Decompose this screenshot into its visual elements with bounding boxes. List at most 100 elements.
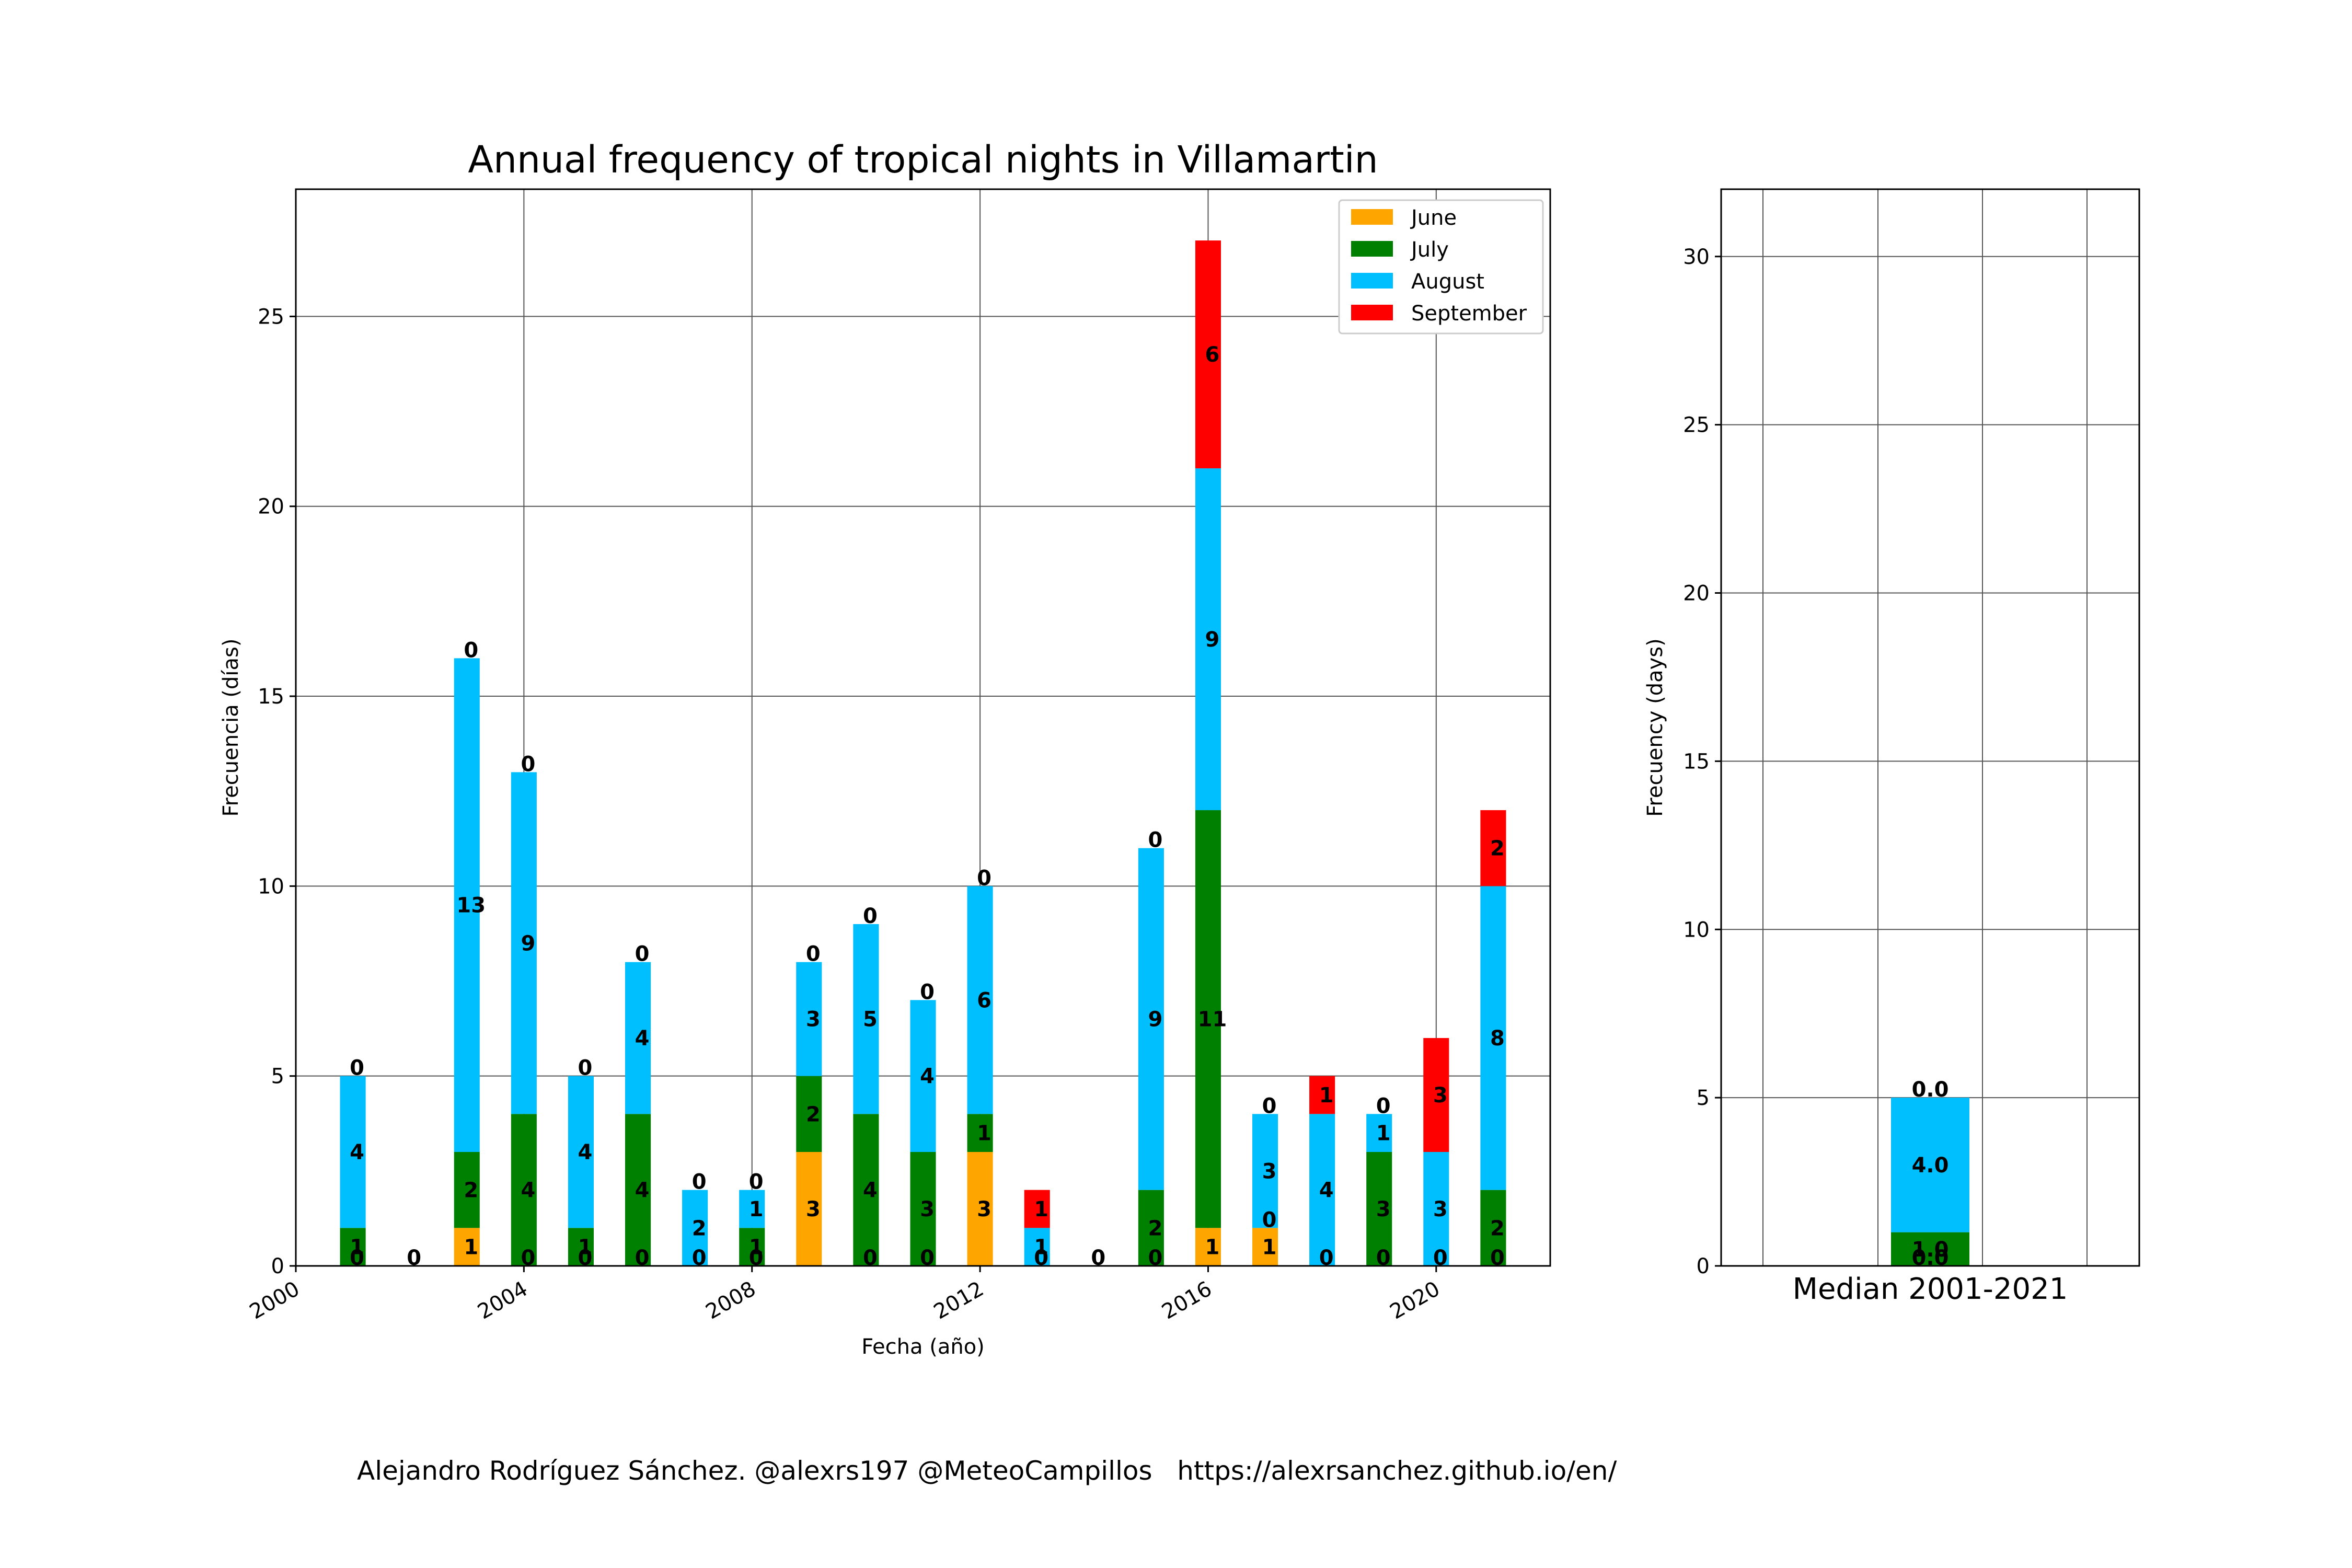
main-chart: Annual frequency of tropical nights in V… <box>219 138 1551 1359</box>
bar-august <box>796 962 822 1076</box>
median-bar-label-july: 1.0 <box>1912 1238 1949 1262</box>
bar-label-july: 4 <box>635 1179 650 1203</box>
bar-label-july: 3 <box>1376 1197 1391 1221</box>
bar-label-august: 2 <box>692 1216 707 1240</box>
bar-july <box>967 1114 993 1152</box>
bar-september <box>1423 1038 1449 1152</box>
bar-july <box>454 1152 480 1228</box>
bar-label-september: 0 <box>578 1056 593 1080</box>
bar-september <box>1480 810 1506 886</box>
bar-june <box>796 1152 822 1266</box>
bar-august <box>1138 848 1164 1190</box>
legend-swatch-july <box>1351 241 1393 257</box>
bar-august <box>1195 468 1221 811</box>
bar-label-july: 1 <box>578 1236 593 1260</box>
bar-august <box>1480 886 1506 1190</box>
median-bar-label-september: 0.0 <box>1912 1078 1949 1102</box>
bar-label-september: 1 <box>1319 1083 1334 1108</box>
bar-label-july: 4 <box>863 1179 878 1203</box>
bar-label-september: 1 <box>1034 1197 1048 1221</box>
legend-label-september: September <box>1411 302 1527 326</box>
bar-august <box>1024 1228 1050 1266</box>
bar-label-june: 1 <box>464 1236 478 1260</box>
bar-july <box>625 1114 651 1266</box>
bar-july <box>796 1076 822 1152</box>
main-chart-title: Annual frequency of tropical nights in V… <box>468 138 1378 181</box>
bar-august <box>739 1190 765 1228</box>
bar-label-september: 0 <box>920 980 935 1004</box>
bar-label-july: 1 <box>977 1122 991 1146</box>
bar-label-september: 0 <box>464 638 478 662</box>
bar-august <box>682 1190 708 1266</box>
bar-label-august: 8 <box>1490 1027 1505 1051</box>
bar-august <box>1252 1114 1278 1228</box>
y-tick-label: 5 <box>271 1065 284 1089</box>
bar-july <box>1195 810 1221 1228</box>
legend: June July August September <box>1338 199 1544 335</box>
bar-label-august: 1 <box>1034 1236 1048 1260</box>
bar-label-august: 6 <box>977 988 991 1012</box>
median-y-tick-label: 20 <box>1683 582 1710 606</box>
legend-swatch-september <box>1351 305 1393 320</box>
bar-august <box>1366 1114 1392 1152</box>
y-tick-label: 15 <box>258 685 284 709</box>
y-tick-label: 10 <box>258 874 284 898</box>
bar-august <box>454 658 480 1152</box>
bar-july <box>511 1114 537 1266</box>
bar-label-july: 2 <box>806 1102 821 1126</box>
bar-august <box>853 924 879 1114</box>
bar-august <box>910 1000 936 1152</box>
bar-label-august: 3 <box>1262 1159 1277 1183</box>
bar-label-july: 2 <box>464 1179 478 1203</box>
bar-july <box>853 1114 879 1266</box>
bar-july <box>910 1152 936 1266</box>
bar-july <box>1138 1190 1164 1266</box>
median-y-tick-label: 30 <box>1683 245 1710 269</box>
legend-frame <box>1338 199 1544 335</box>
bar-label-september: 0 <box>635 942 650 966</box>
bar-label-september: 3 <box>1433 1083 1448 1108</box>
median-plot-frame <box>1720 188 2140 1267</box>
bar-label-june: 1 <box>1262 1236 1277 1260</box>
bar-label-june: 1 <box>1205 1236 1220 1260</box>
legend-label-august: August <box>1411 270 1484 294</box>
legend-label-june: June <box>1410 206 1457 230</box>
main-x-axis-label: Fecha (año) <box>861 1335 985 1359</box>
main-bars <box>340 240 1506 1266</box>
bar-label-august: 5 <box>863 1008 878 1032</box>
bar-june <box>1195 1228 1221 1266</box>
bar-label-august: 9 <box>521 931 535 955</box>
bar-june <box>967 1152 993 1266</box>
bar-label-september: 0 <box>806 942 821 966</box>
bar-label-september: 0 <box>350 1056 364 1080</box>
bar-label-august: 1 <box>749 1197 764 1221</box>
bar-label-september: 0 <box>749 1170 764 1194</box>
bar-label-september: 0 <box>863 904 878 928</box>
bar-label-july: 0 <box>1262 1208 1277 1232</box>
bar-label-august: 13 <box>456 894 486 918</box>
bar-label-august: 4 <box>350 1140 364 1165</box>
bar-label-september: 0 <box>977 866 991 890</box>
bar-label-september: 2 <box>1490 837 1505 861</box>
median-x-axis-label: Median 2001-2021 <box>1793 1272 2068 1306</box>
bar-august <box>1309 1114 1335 1266</box>
main-y-axis-label: Frecuencia (días) <box>219 639 243 817</box>
bar-september <box>1024 1190 1050 1228</box>
bar-label-august: 3 <box>806 1008 821 1032</box>
median-bar-august <box>1891 1098 1969 1232</box>
bar-label-september: 0 <box>1262 1094 1277 1118</box>
bar-label-july: 1 <box>350 1236 364 1260</box>
bar-label-july: 2 <box>1148 1216 1162 1240</box>
bar-august <box>511 772 537 1114</box>
bar-label-july: 4 <box>521 1179 535 1203</box>
median-y-tick-label: 15 <box>1683 750 1710 774</box>
y-tick-label: 25 <box>258 305 284 329</box>
median-y-tick-label: 10 <box>1683 918 1710 942</box>
y-tick-label: 20 <box>258 495 284 519</box>
median-bar-label-august: 4.0 <box>1912 1154 1949 1178</box>
median-y-tick-label: 5 <box>1697 1086 1710 1110</box>
credit-text: Alejandro Rodríguez Sánchez. @alexrs197 … <box>357 1456 1617 1486</box>
